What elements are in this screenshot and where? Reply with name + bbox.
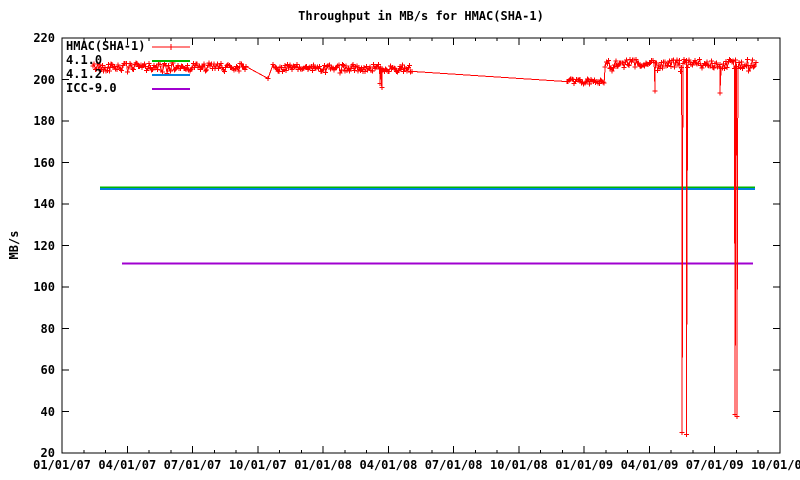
x-tick-label: 04/01/07: [98, 458, 157, 472]
x-tick-label: 07/01/09: [685, 458, 744, 472]
y-tick-label: 60: [40, 363, 55, 377]
y-tick-label: 40: [40, 404, 55, 419]
y-tick-label: 120: [33, 238, 55, 253]
x-tick-label: 07/01/07: [163, 458, 222, 472]
x-tick-label: 01/01/08: [294, 458, 352, 472]
x-tick-label: 10/01/07: [228, 458, 287, 472]
x-tick-label: 07/01/08: [424, 458, 483, 472]
x-tick-label: 10/01/08: [489, 458, 548, 472]
y-tick-label: 180: [33, 114, 55, 128]
y-tick-label: 160: [33, 155, 55, 170]
legend-item-label: 4.1.2: [66, 67, 103, 81]
plot-border: [61, 37, 781, 454]
y-tick-label: 220: [33, 31, 55, 45]
y-tick-label: 80: [40, 321, 55, 336]
y-tick-label: 200: [33, 72, 55, 87]
y-tick-label: 140: [33, 197, 55, 211]
chart-title: Throughput in MB/s for HMAC(SHA-1): [298, 9, 544, 23]
series-hmac-sha1-markers: [90, 56, 759, 437]
legend-item-label: 4.1.0: [66, 53, 103, 67]
legend-item-label: HMAC(SHA-1): [66, 39, 146, 53]
series-hmac-sha1-line: [92, 58, 757, 435]
y-tick-label: 100: [33, 280, 55, 294]
x-tick-label: 04/01/09: [620, 458, 679, 472]
x-tick-label: 01/01/09: [555, 458, 614, 472]
y-tick-label: 20: [40, 446, 55, 460]
x-tick-label: 10/01/09: [751, 458, 800, 472]
x-tick-label: 01/01/07: [33, 458, 91, 472]
x-tick-label: 04/01/08: [359, 458, 418, 472]
axis-ticks: [61, 37, 781, 454]
legend-sample-plus-marker: [168, 44, 174, 50]
legend-item-label: ICC-9.0: [66, 81, 117, 95]
